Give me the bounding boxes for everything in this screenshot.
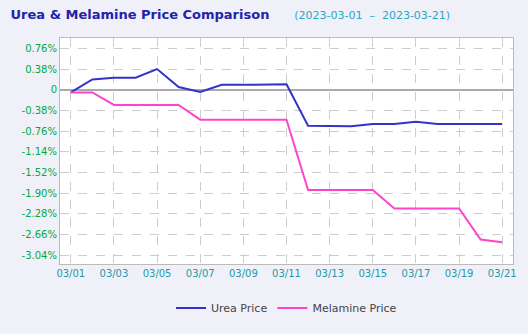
svg-text:03/13: 03/13 xyxy=(315,268,344,279)
svg-text:0: 0 xyxy=(51,84,57,95)
svg-text:03/07: 03/07 xyxy=(186,268,215,279)
svg-text:03/11: 03/11 xyxy=(272,268,301,279)
svg-text:Urea Price: Urea Price xyxy=(211,302,267,315)
svg-text:03/17: 03/17 xyxy=(402,268,431,279)
svg-text:-0.76%: -0.76% xyxy=(22,126,57,137)
svg-text:0.38%: 0.38% xyxy=(25,64,57,75)
svg-text:03/09: 03/09 xyxy=(229,268,258,279)
svg-text:-2.28%: -2.28% xyxy=(22,208,57,219)
svg-text:03/19: 03/19 xyxy=(445,268,474,279)
svg-text:-1.52%: -1.52% xyxy=(22,167,57,178)
svg-text:0.76%: 0.76% xyxy=(25,43,57,54)
svg-text:Urea & Melamine Price Comparis: Urea & Melamine Price Comparison (2023-0… xyxy=(11,7,451,22)
svg-text:-1.14%: -1.14% xyxy=(22,146,57,157)
svg-text:03/05: 03/05 xyxy=(143,268,172,279)
svg-text:-1.90%: -1.90% xyxy=(22,188,57,199)
svg-text:-3.04%: -3.04% xyxy=(22,250,57,261)
svg-text:-2.66%: -2.66% xyxy=(22,229,57,240)
svg-text:-0.38%: -0.38% xyxy=(22,105,57,116)
svg-text:03/01: 03/01 xyxy=(56,268,85,279)
svg-text:03/21: 03/21 xyxy=(488,268,517,279)
svg-text:03/15: 03/15 xyxy=(358,268,387,279)
svg-text:Melamine Price: Melamine Price xyxy=(312,302,396,315)
svg-text:03/03: 03/03 xyxy=(100,268,129,279)
